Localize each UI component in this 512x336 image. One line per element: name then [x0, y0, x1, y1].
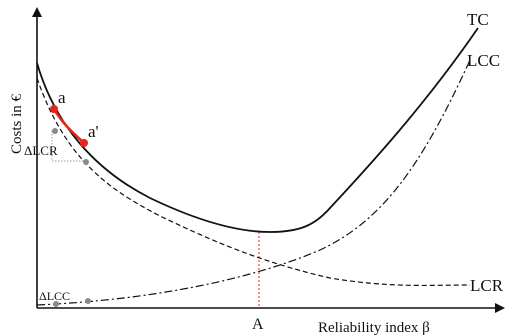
delta-lcr-label: ΔLCR: [24, 143, 58, 158]
lcr-marker-a: [52, 128, 58, 134]
tc-curve: [36, 27, 479, 233]
lcc-label: LCC: [467, 51, 500, 70]
optimum-label: A: [252, 316, 264, 333]
lcr-marker-a-prime: [83, 159, 89, 165]
point-a: [50, 105, 58, 113]
tc-label: TC: [467, 10, 489, 29]
x-axis-label: Reliability index β: [318, 320, 430, 336]
delta-lcc-label: ΔLCC: [39, 289, 70, 303]
lcr-curve: [36, 77, 471, 287]
point-a-label: a: [58, 88, 66, 107]
y-axis-label: Costs in €: [9, 93, 25, 154]
lcc-marker-a: [53, 301, 59, 307]
lcr-label: LCR: [470, 276, 504, 295]
lcc-marker-a-prime: [85, 298, 91, 304]
point-a-prime-label: a': [88, 122, 99, 141]
lcc-curve: [36, 59, 471, 306]
point-a-prime: [80, 139, 88, 147]
